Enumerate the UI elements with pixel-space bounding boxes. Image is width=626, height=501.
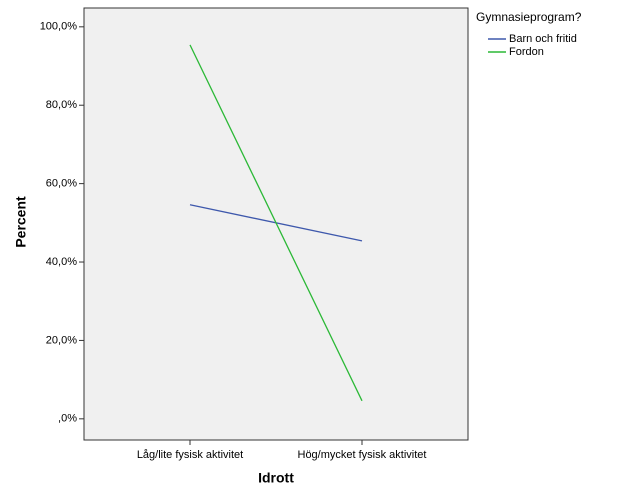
y-tick-label: 60,0% <box>46 178 77 190</box>
legend-label: Fordon <box>509 46 544 58</box>
y-tick-label: 80,0% <box>46 99 77 111</box>
legend-title: Gymnasieprogram? <box>476 10 582 24</box>
x-tick-label: Hög/mycket fysisk aktivitet <box>298 449 427 461</box>
x-axis-title: Idrott <box>258 470 294 486</box>
y-tick-label: 40,0% <box>46 256 77 268</box>
y-tick-label: 100,0% <box>40 21 78 33</box>
y-axis-title: Percent <box>13 196 29 248</box>
x-tick-label: Låg/lite fysisk aktivitet <box>137 449 243 461</box>
y-tick-label: ,0% <box>58 413 77 425</box>
legend-label: Barn och fritid <box>509 33 577 45</box>
y-tick-label: 20,0% <box>46 334 77 346</box>
series-line <box>189 44 363 402</box>
